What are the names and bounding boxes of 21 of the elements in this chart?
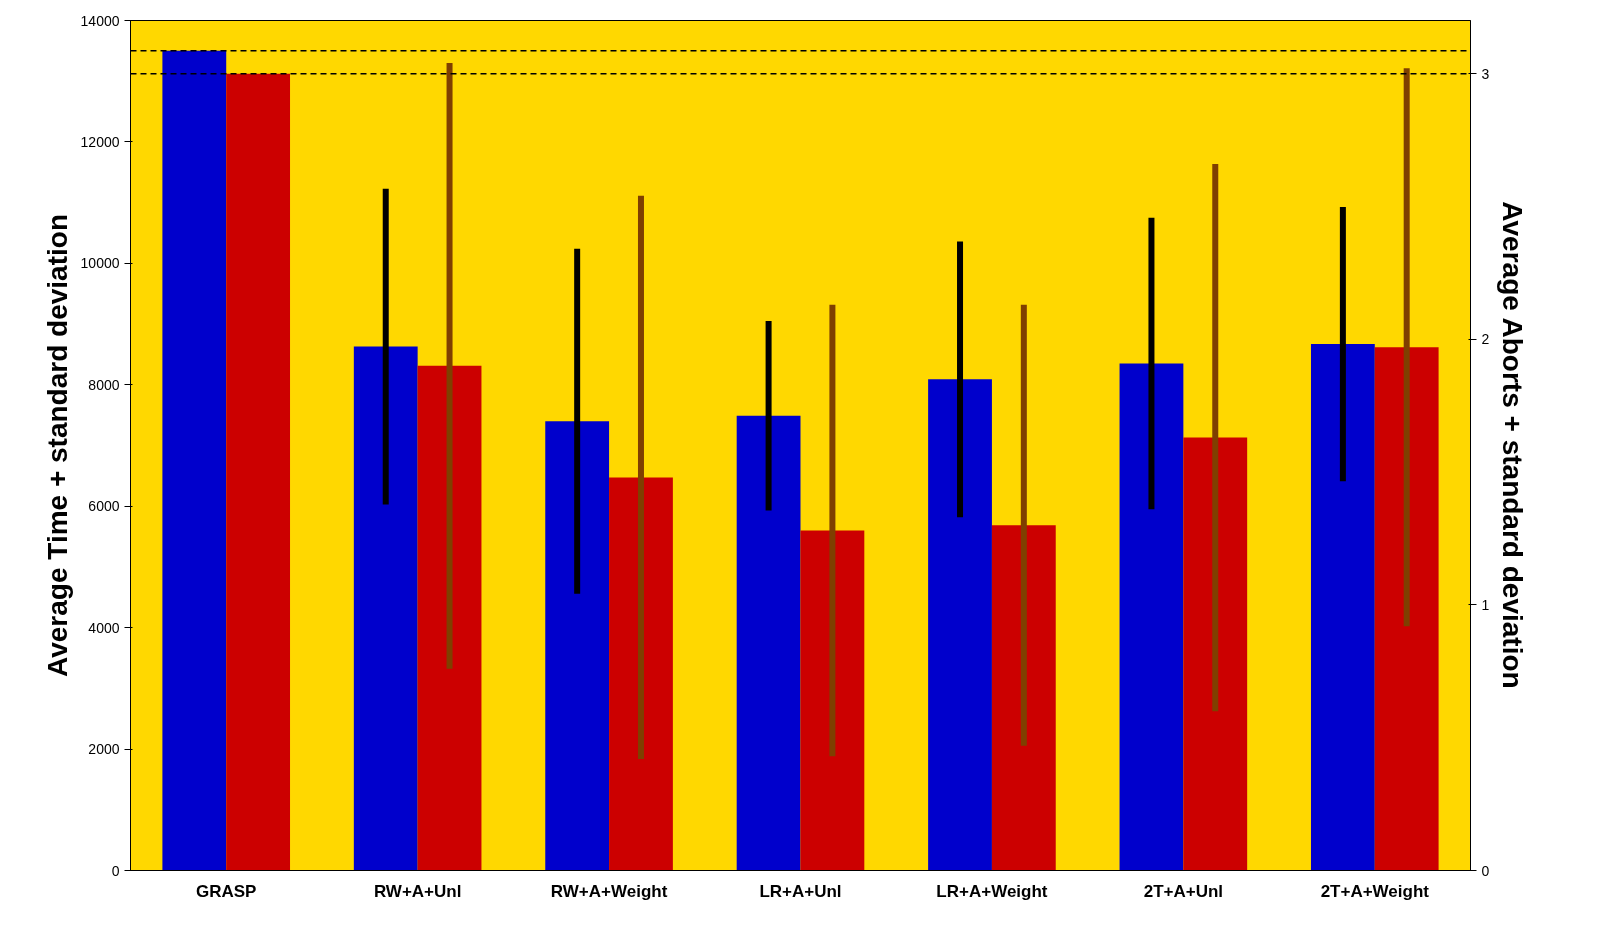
y2-tick-label: 2 <box>1481 331 1490 348</box>
y-tick-label: 0 <box>111 862 120 879</box>
x-tick-label: LR+A+Weight <box>936 881 1048 901</box>
y-tick-label: 4000 <box>88 619 120 636</box>
y2-axis-title: Average Aborts + standard deviation <box>1497 201 1529 689</box>
x-tick-label: GRASP <box>195 881 257 901</box>
x-tick-label: RW+A+Unl <box>373 881 462 901</box>
x-tick-label: 2T+A+Weight <box>1320 881 1430 901</box>
y-tick-label: 12000 <box>80 133 120 150</box>
y-axis-title: Average Time + standard deviation <box>41 214 73 677</box>
y2-tick-label: 0 <box>1481 862 1490 879</box>
y-tick-label: 14000 <box>80 12 120 29</box>
y-tick-label: 10000 <box>80 255 120 272</box>
x-tick-label: LR+A+Unl <box>759 881 842 901</box>
y2-tick-label: 1 <box>1481 596 1490 613</box>
x-tick-label: 2T+A+Unl <box>1143 881 1224 901</box>
y-tick-label: 6000 <box>88 498 120 515</box>
y2-tick-label: 3 <box>1481 65 1490 82</box>
y-tick-label: 8000 <box>88 376 120 393</box>
x-tick-label: RW+A+Weight <box>550 881 668 901</box>
y-tick-label: 2000 <box>88 741 120 758</box>
